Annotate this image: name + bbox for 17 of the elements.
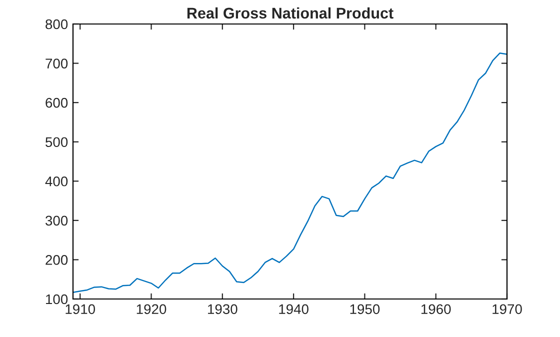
x-tick-label: 1940	[279, 304, 308, 314]
x-tick-label: 1960	[421, 304, 451, 314]
x-tick-label: 1950	[350, 304, 380, 314]
y-tick-label: 800	[46, 19, 68, 30]
y-tick-label: 400	[45, 176, 68, 186]
y-tick-label: 600	[46, 98, 68, 108]
y-tick-label: 700	[46, 58, 68, 68]
x-tick-label: 1930	[208, 304, 238, 314]
x-tick-label: 1920	[136, 304, 166, 314]
y-tick-label: 300	[46, 216, 68, 226]
line-series	[73, 52, 507, 293]
y-tick-label: 100	[46, 294, 68, 304]
x-tick-label: 1910	[66, 304, 96, 314]
y-tick-label: 200	[46, 255, 68, 265]
y-tick-label: 500	[46, 137, 68, 148]
chart-title: Real Gross National Product	[187, 7, 394, 19]
x-tick-label: 1970	[492, 304, 522, 314]
